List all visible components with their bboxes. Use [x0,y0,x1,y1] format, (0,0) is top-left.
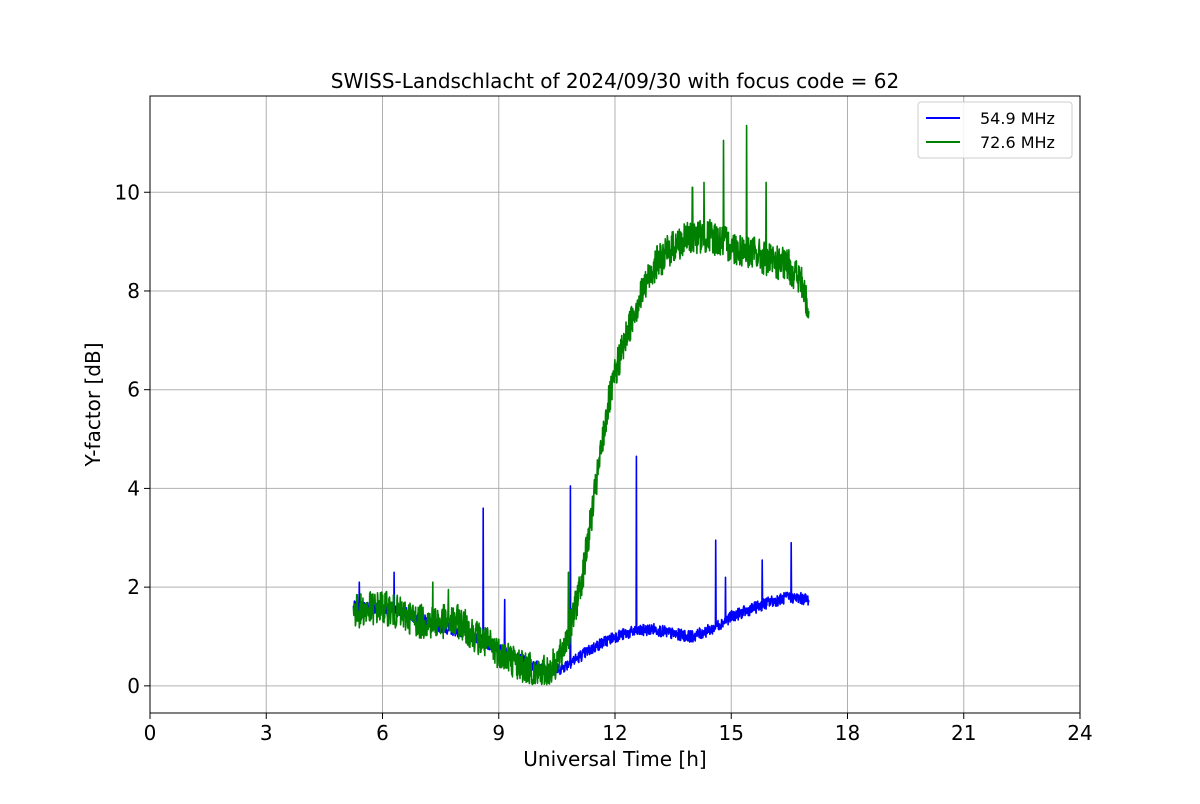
legend-label: 72.6 MHz [980,133,1055,152]
legend-box [917,101,1073,159]
y-tick-label: 4 [127,476,140,500]
x-tick-label: 18 [835,721,860,745]
x-tick-label: 9 [492,721,505,745]
legend: 54.9 MHz 72.6 MHz [917,101,1073,159]
series-layer [352,124,810,686]
y-axis-label: Y-factor [dB] [81,342,105,467]
x-tick-label: 0 [144,721,157,745]
y-tick-label: 10 [115,180,140,204]
y-tick-label: 6 [127,378,140,402]
x-tick-label: 15 [719,721,744,745]
x-tick-label: 3 [260,721,273,745]
x-tick-label: 21 [951,721,976,745]
x-tick-label: 6 [376,721,389,745]
y-tick-label: 0 [127,674,140,698]
x-tick-label: 12 [602,721,627,745]
x-tick-label: 24 [1067,721,1092,745]
chart-title: SWISS-Landschlacht of 2024/09/30 with fo… [331,69,899,93]
legend-label: 54.9 MHz [980,109,1055,128]
x-axis-label: Universal Time [h] [523,747,706,771]
series-line-2 [352,124,810,686]
y-tick-label: 2 [127,575,140,599]
y-tick-label: 8 [127,279,140,303]
